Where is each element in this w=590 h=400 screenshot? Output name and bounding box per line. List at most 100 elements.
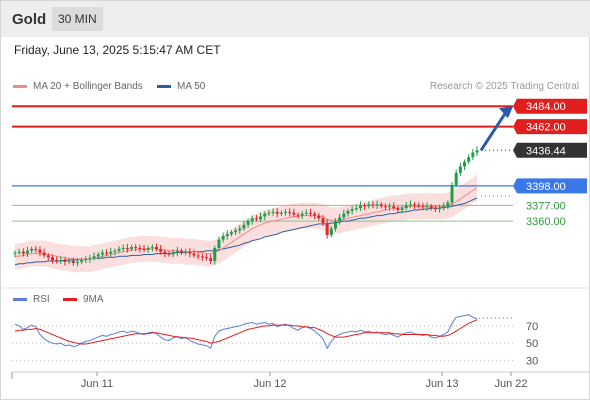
candle-body [429,206,433,209]
candle-body [155,247,159,249]
candle-body [367,204,371,207]
candle-body [321,218,325,223]
candle-body [96,254,100,257]
candle-body [121,248,125,249]
candle-body [46,255,50,258]
legend-label-rsi: RSI [33,294,50,305]
candle-body [371,204,375,206]
level-label: 3360.00 [526,216,566,228]
candle-body [184,251,188,253]
legend-item-9ma: 9MA [63,294,104,305]
legend-item-bollinger: MA 20 + Bollinger Bands [13,81,143,92]
candle-body [242,224,246,229]
candle-body [250,218,254,222]
candle-body [363,205,367,207]
source-credit: Research © 2025 Trading Central [429,81,579,92]
swatch-bollinger-icon [13,84,27,88]
candle-body [254,218,258,220]
candle-body [55,260,59,262]
candle-body [300,213,304,216]
candle-body [296,214,300,216]
swatch-9ma-icon [63,297,77,301]
level-label: 3462.00 [526,122,566,134]
candle-body [388,206,392,208]
candle-body [38,249,42,253]
candle-body [13,252,17,254]
candle-body [63,260,67,262]
candle-body [271,211,275,213]
candle-body [84,259,88,261]
candle-body [125,248,129,249]
top-bar: Gold 30 MIN [1,1,590,37]
candle-body [163,251,167,254]
candle-body [350,209,354,211]
candle-body [425,206,429,208]
candle-body [221,235,225,240]
rsi-axis-label: 70 [526,321,538,333]
candle-body [267,212,271,214]
candle-body [71,260,75,263]
candle-body [450,184,454,203]
candle-body [204,257,208,259]
level-label: 3377.00 [526,200,566,212]
candle-body [113,250,117,252]
ma20-line [15,187,478,260]
rsi-axis-label: 50 [526,338,538,350]
legend-label-bollinger: MA 20 + Bollinger Bands [33,81,143,92]
interval-selector[interactable]: 30 MIN [52,7,103,31]
level-tag-resistance [513,119,587,135]
level-label: 3398.00 [526,181,566,193]
level-tag-last [513,142,587,158]
candle-body [142,248,146,250]
candle-body [213,248,217,261]
candle-body [400,208,404,210]
candle-body [225,234,229,236]
candle-body [75,261,79,263]
candle-body [246,221,250,225]
timestamp: Friday, June 13, 2025 5:15:47 AM CET [14,43,221,57]
candle-body [167,253,171,255]
instrument-title: Gold [12,11,47,28]
candle-body [50,257,54,261]
candle-body [404,205,408,209]
candle-body [346,210,350,214]
candle-body [317,215,321,219]
rsi-axis-label: 30 [526,355,538,367]
candle-body [292,212,296,215]
candle-body [421,206,425,208]
candle-body [375,204,379,206]
candle-body [354,208,358,210]
candle-body [392,206,396,209]
candle-body [150,247,154,249]
swatch-rsi-icon [13,297,27,301]
candle-body [329,228,333,236]
candle-body [259,216,263,220]
rsi-9ma-line [14,319,478,345]
candle-body [42,252,46,256]
candle-body [234,230,238,233]
swatch-ma50-icon [157,84,171,88]
candle-body [80,260,84,262]
candle-body [408,204,412,206]
candle-body [342,213,346,218]
candle-body [34,248,38,250]
candle-body [417,205,421,207]
candle-body [175,250,179,253]
candle-body [192,253,196,256]
legend-item-rsi: RSI [13,294,50,305]
candle-body [209,258,213,261]
candle-body [159,248,163,252]
candle-body [25,250,29,254]
candle-body [442,206,446,209]
level-label: 3484.00 [526,101,566,113]
candle-body [217,239,221,248]
candle-body [338,217,342,222]
projection-arrowhead [499,106,513,119]
candle-body [171,252,175,255]
candle-body [134,247,138,249]
candle-body [109,251,113,254]
projection-arrow [479,111,508,152]
candle-body [333,221,337,229]
candle-body [446,202,450,207]
